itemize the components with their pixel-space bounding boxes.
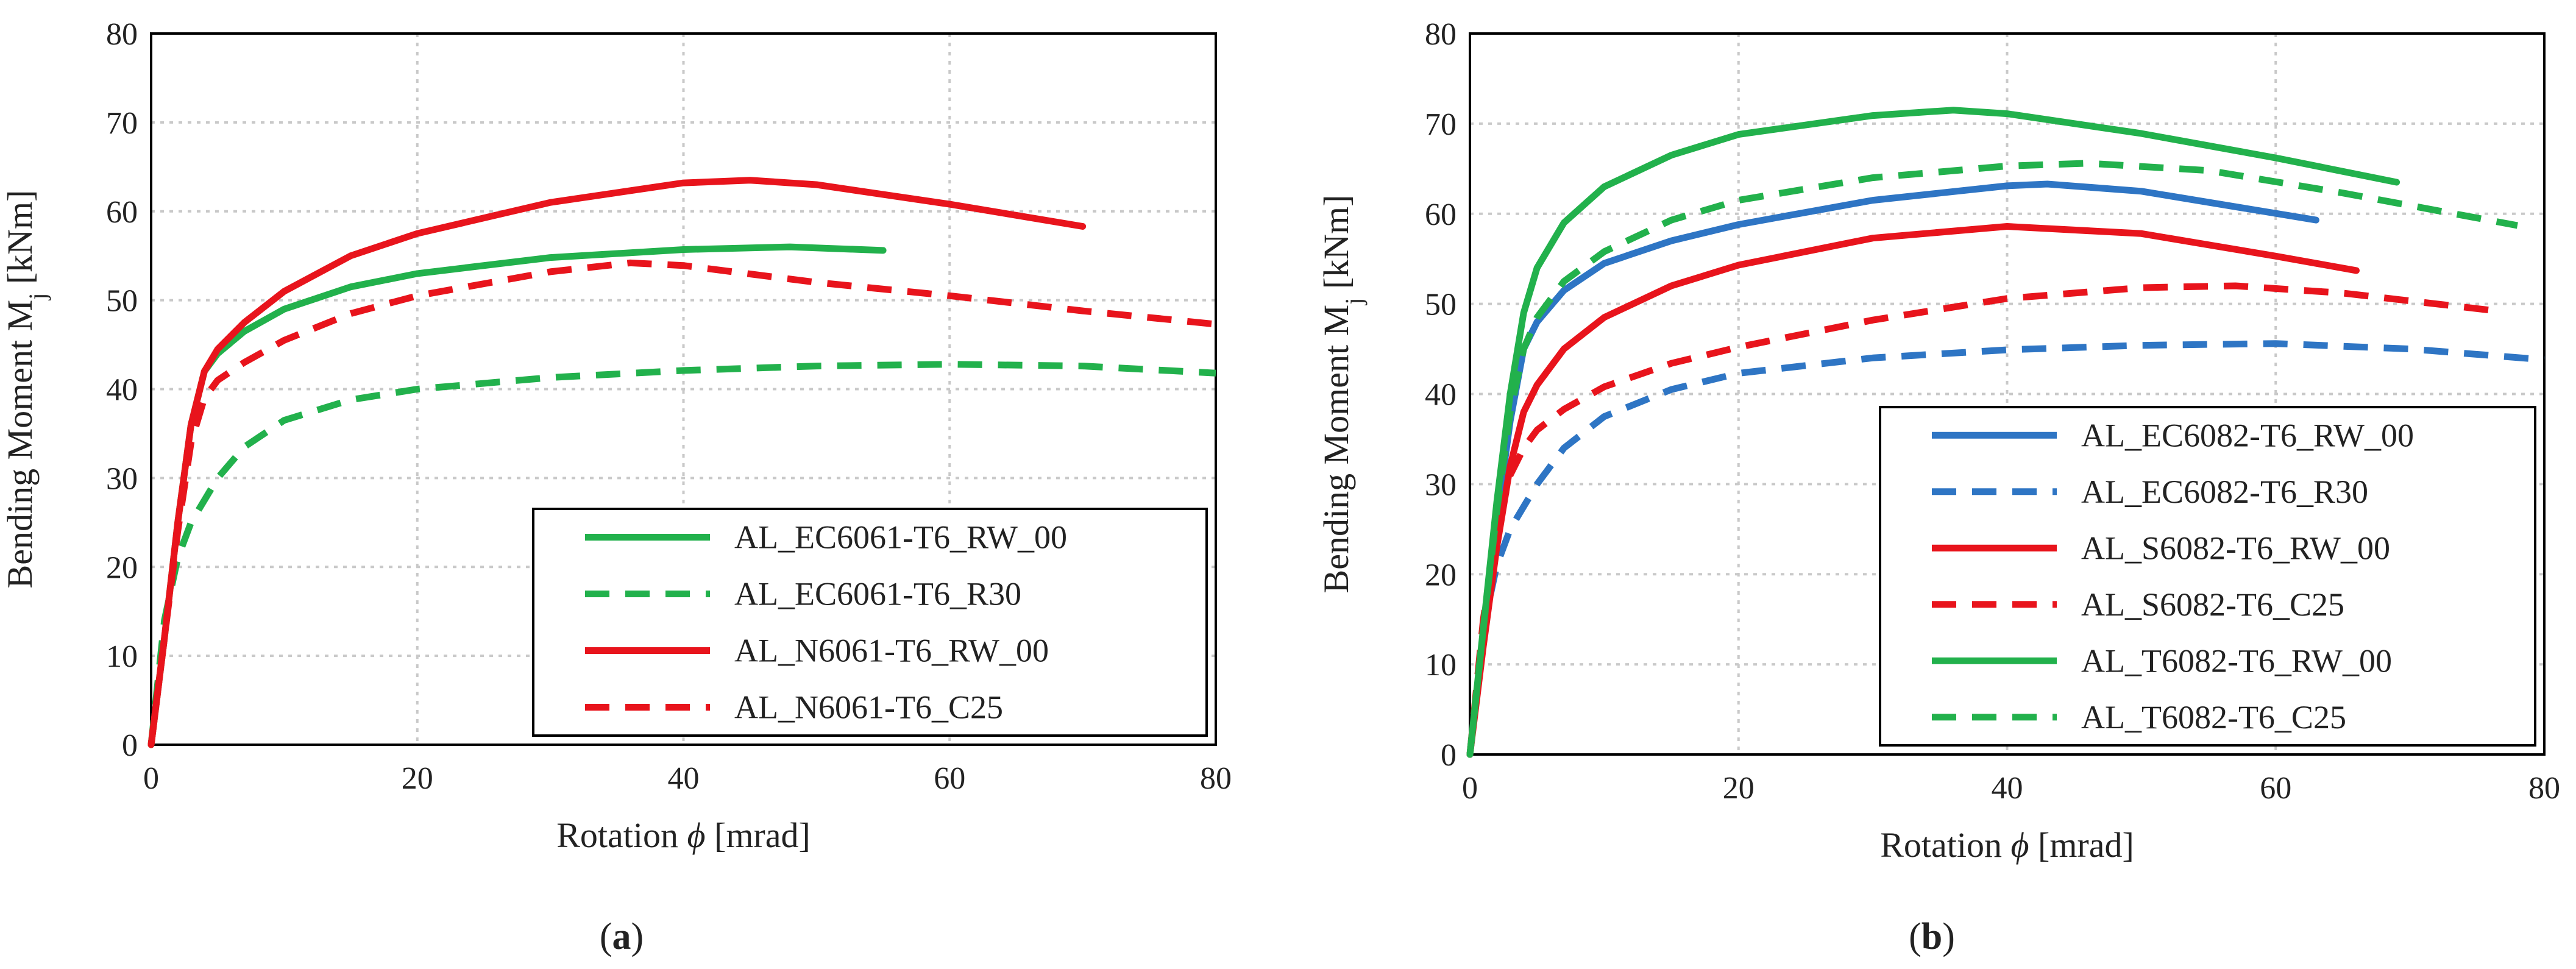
series-line-al_t6082-t6_rw_00 [1466,107,2400,758]
y-tick-label: 10 [1425,648,1457,683]
plot-frame [150,32,1217,746]
x-tick-label: 60 [2260,771,2291,806]
y-tick-label: 60 [1425,197,1457,232]
legend-label: AL_N6061-T6_RW_00 [734,633,1049,669]
legend-label: AL_EC6082-T6_R30 [2081,474,2368,510]
y-tick-label: 70 [1425,107,1457,142]
y-tick-label: 60 [106,195,138,230]
y-axis-title: Bending Moment Mj [kNm] [0,190,51,589]
y-tick-label: 80 [106,17,138,52]
y-tick-label: 50 [1425,288,1457,322]
x-tick-label: 80 [1200,761,1232,796]
y-tick-label: 0 [122,728,138,763]
legend-label: AL_EC6061-T6_RW_00 [734,519,1067,556]
series-line-al_t6082-t6_c25 [1466,160,2518,755]
series-line-al_s6082-t6_rw_00 [1466,223,2360,758]
legend-label: AL_N6061-T6_C25 [734,689,1003,726]
x-axis-title: Rotation ϕ [mrad] [1880,825,2134,865]
y-tick-label: 20 [106,550,138,585]
panel-b: 0 10 20 30 40 50 60 70 80 0 20 40 60 80 Rotation ϕ [mr… [1316,17,2560,957]
x-tick-label: 20 [1723,771,1755,806]
y-tick-label: 30 [106,461,138,496]
y-tick-label: 40 [106,373,138,408]
legend-label: AL_S6082-T6_RW_00 [2081,530,2390,566]
plot-frame [1469,32,2546,756]
panel-a: 0 10 20 30 40 50 60 70 80 0 20 40 60 80 Rotation ϕ [mr… [0,17,1232,957]
y-tick-label: 10 [106,639,138,674]
x-tick-label: 20 [402,761,433,796]
y-tick-label: 50 [106,284,138,319]
series-line-al_ec6061-t6_r30 [147,361,1216,745]
y-tick-label: 80 [1425,17,1457,52]
y-tick-label: 20 [1425,558,1457,592]
legend-label: AL_EC6082-T6_RW_00 [2081,417,2414,453]
series-line-al_ec6082-t6_r30 [1466,340,2545,755]
y-tick-label: 30 [1425,467,1457,502]
y-axis-title: Bending Moment Mj [kNm] [1316,195,1368,594]
y-tick-label: 40 [1425,378,1457,413]
legend-label: AL_EC6061-T6_R30 [734,576,1021,612]
x-tick-label: 60 [934,761,965,796]
legend-label: AL_T6082-T6_C25 [2081,699,2346,736]
x-tick-label: 80 [2528,771,2560,806]
series-line-al_n6061-t6_c25 [147,259,1216,745]
x-tick-label: 0 [143,761,159,796]
legend-label: AL_S6082-T6_C25 [2081,586,2344,623]
panel-caption: (a) [600,916,644,957]
panel-caption: (b) [1909,916,1955,957]
x-axis-title: Rotation ϕ [mrad] [556,815,811,855]
x-tick-label: 40 [1992,771,2023,806]
x-tick-label: 0 [1462,771,1478,806]
series-line-al_n6061-t6_rw_00 [147,177,1087,748]
series-line-al_s6082-t6_c25 [1466,282,2491,755]
y-tick-label: 70 [106,106,138,141]
y-tick-label: 0 [1441,738,1457,773]
legend-label: AL_T6082-T6_RW_00 [2081,642,2392,679]
legend-box [1879,406,2536,747]
x-tick-label: 40 [668,761,700,796]
legend-box [532,508,1208,737]
